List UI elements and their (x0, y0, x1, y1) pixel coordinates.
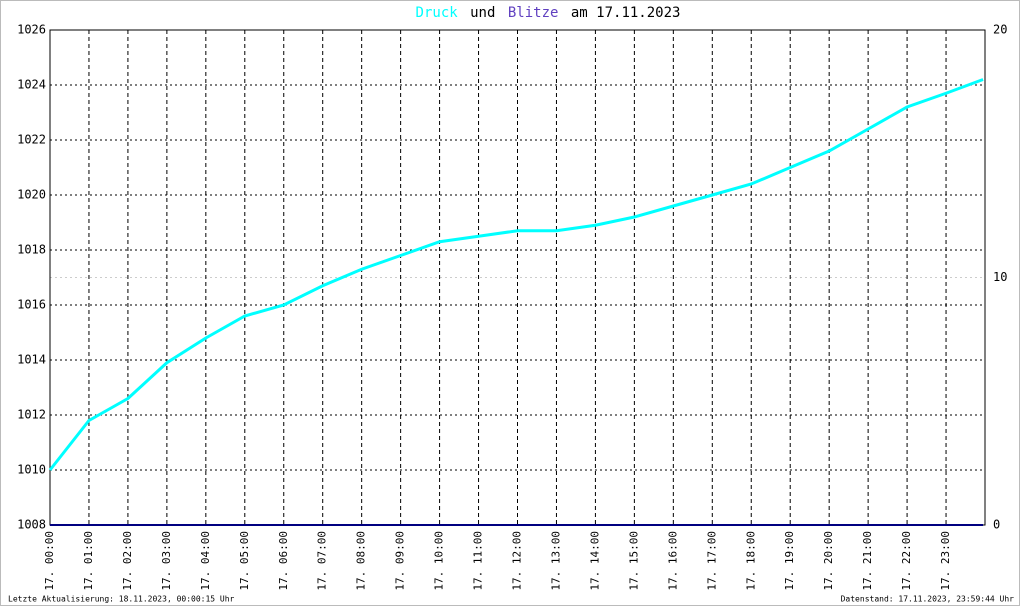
y-tick-label: 1022 (17, 133, 46, 147)
series-line (48, 78, 984, 471)
y2-tick-label: 10 (993, 270, 1007, 284)
y-tick-label: 1010 (17, 463, 46, 477)
x-tick-label: 17. 23:00 (939, 531, 952, 591)
x-tick-label: 17. 13:00 (549, 531, 562, 591)
x-tick-label: 17. 05:00 (238, 531, 251, 591)
x-tick-label: 17. 02:00 (121, 531, 134, 591)
y-tick-label: 1016 (17, 298, 46, 312)
x-tick-label: 17. 20:00 (822, 531, 835, 591)
x-tick-label: 17. 11:00 (472, 531, 485, 591)
x-tick-label: 17. 06:00 (277, 531, 290, 591)
title-series-2: Blitze (508, 5, 559, 21)
footer-left: Letzte Aktualisierung: 18.11.2023, 00:00… (8, 595, 235, 604)
x-tick-label: 17. 21:00 (861, 531, 874, 591)
x-tick-label: 17. 00:00 (43, 531, 56, 591)
title-connector: und (470, 5, 495, 21)
y-tick-label: 1018 (17, 243, 46, 257)
x-tick-label: 17. 10:00 (433, 531, 446, 591)
y-tick-label: 1008 (17, 518, 46, 532)
x-tick-label: 17. 04:00 (199, 531, 212, 591)
x-tick-label: 17. 17:00 (705, 531, 718, 591)
chart-title: Druck und Blitze am 17.11.2023 (416, 5, 681, 21)
y2-tick-label: 20 (993, 23, 1007, 37)
x-tick-label: 17. 18:00 (744, 531, 757, 591)
x-tick-label: 17. 07:00 (316, 531, 329, 591)
y2-tick-label: 0 (993, 518, 1000, 532)
x-tick-label: 17. 01:00 (82, 531, 95, 591)
y-tick-label: 1014 (17, 353, 46, 367)
title-suffix: am 17.11.2023 (571, 5, 681, 21)
x-tick-label: 17. 03:00 (160, 531, 173, 591)
x-tick-label: 17. 16:00 (666, 531, 679, 591)
x-tick-label: 17. 08:00 (355, 531, 368, 591)
footer-right: Datenstand: 17.11.2023, 23:59:44 Uhr (841, 595, 1015, 604)
x-tick-label: 17. 22:00 (900, 531, 913, 591)
y-tick-label: 1024 (17, 78, 46, 92)
y-tick-label: 1026 (17, 23, 46, 37)
y-tick-label: 1012 (17, 408, 46, 422)
x-tick-label: 17. 14:00 (588, 531, 601, 591)
x-tick-label: 17. 12:00 (511, 531, 524, 591)
y-tick-label: 1020 (17, 188, 46, 202)
x-tick-label: 17. 15:00 (627, 531, 640, 591)
title-series-1: Druck (416, 5, 459, 21)
x-tick-label: 17. 19:00 (783, 531, 796, 591)
x-tick-label: 17. 09:00 (394, 531, 407, 591)
